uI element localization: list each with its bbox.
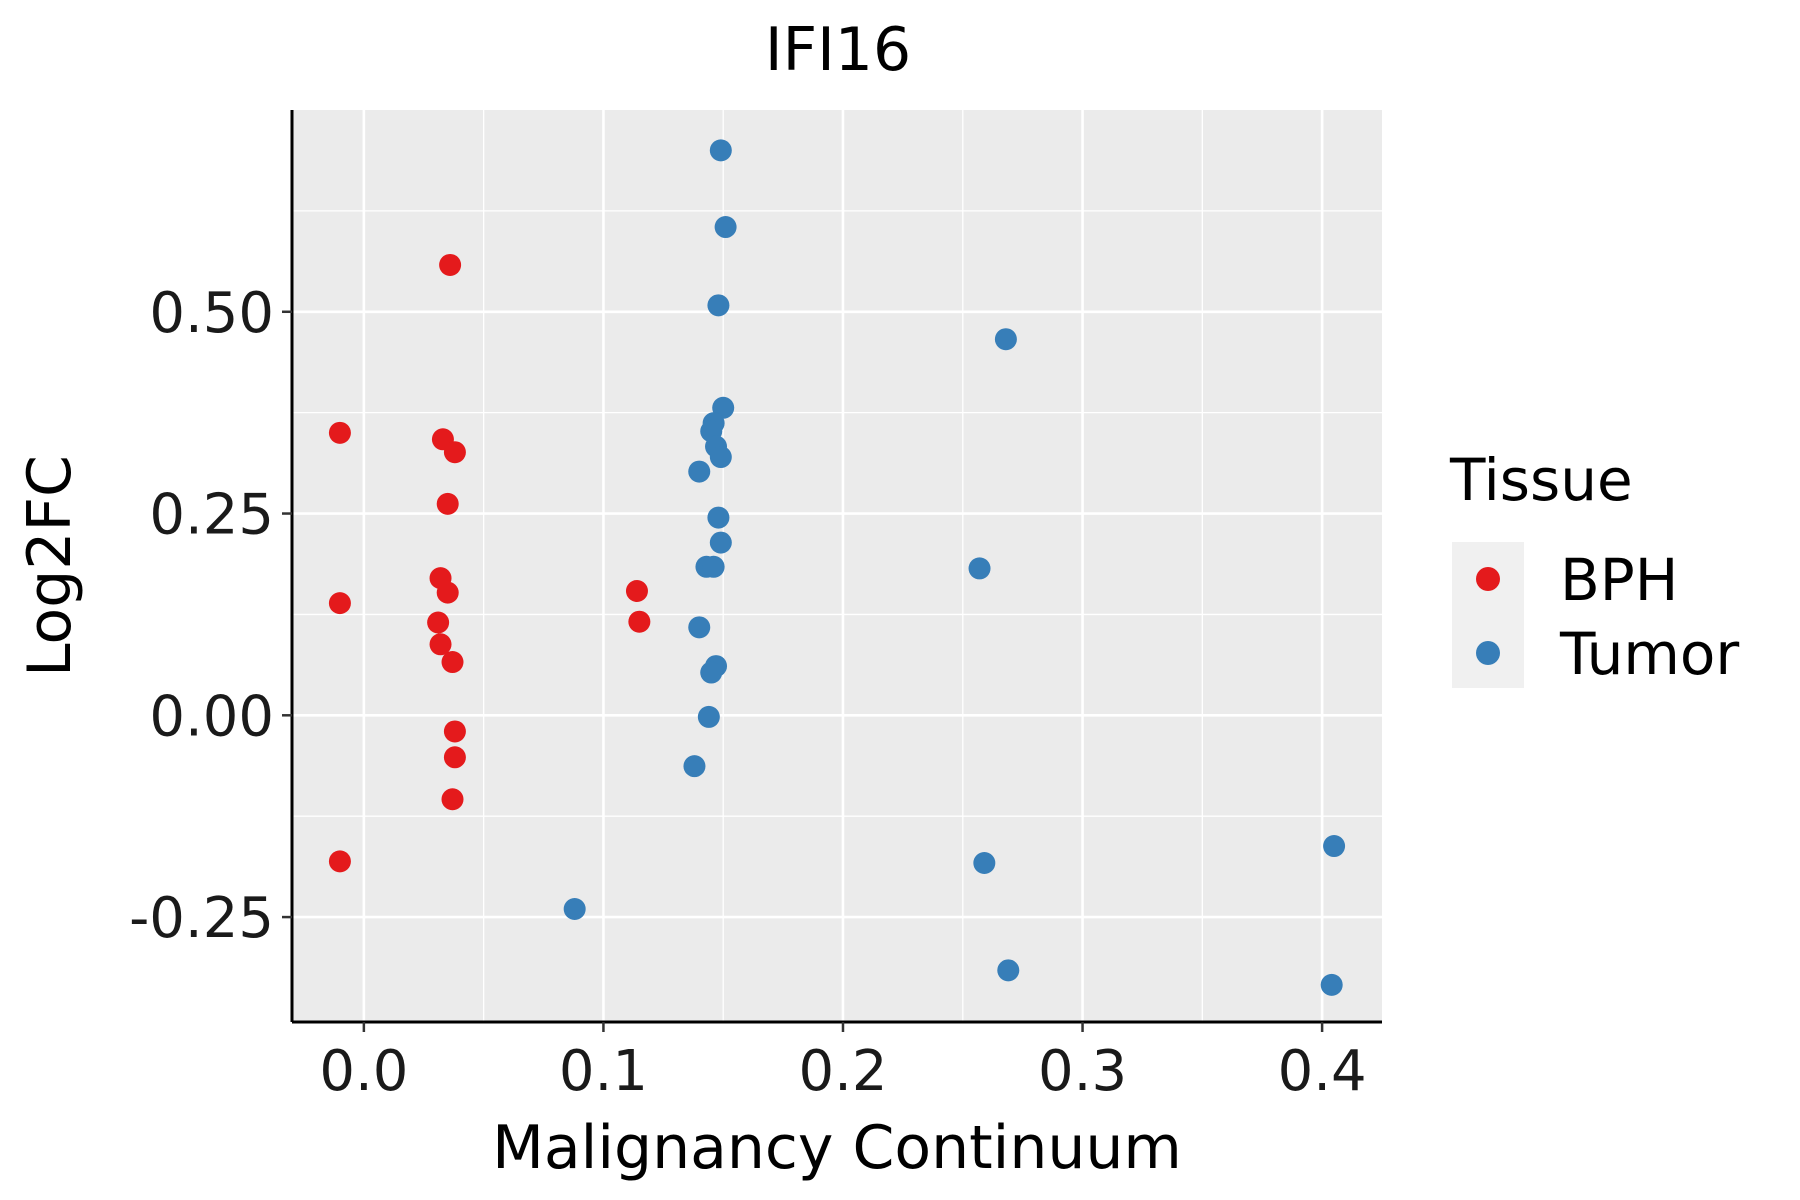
point-bph bbox=[429, 633, 452, 656]
legend-label-bph: BPH bbox=[1560, 546, 1678, 614]
point-tumor bbox=[707, 294, 730, 317]
point-tumor bbox=[683, 755, 706, 778]
point-bph bbox=[443, 441, 466, 464]
legend-label-tumor: Tumor bbox=[1559, 620, 1739, 688]
chart-title: IFI16 bbox=[765, 15, 911, 85]
point-bph bbox=[436, 492, 459, 515]
point-bph bbox=[328, 592, 351, 615]
x-tick-label: 0.4 bbox=[1278, 1039, 1367, 1104]
point-bph bbox=[628, 610, 651, 633]
point-tumor bbox=[563, 898, 586, 921]
point-tumor bbox=[1320, 973, 1343, 996]
point-tumor bbox=[688, 460, 711, 483]
point-tumor bbox=[707, 506, 730, 529]
point-bph bbox=[439, 253, 462, 276]
point-tumor bbox=[994, 328, 1017, 351]
x-tick-label: 0.3 bbox=[1038, 1039, 1127, 1104]
plot-panel bbox=[292, 110, 1382, 1022]
point-tumor bbox=[688, 616, 711, 639]
y-tick-label: -0.25 bbox=[129, 886, 274, 951]
legend-key-background bbox=[1452, 542, 1524, 688]
y-tick-label: 0.25 bbox=[149, 483, 274, 548]
y-axis-ticks: -0.25 0.00 0.25 0.50 bbox=[129, 281, 292, 951]
point-tumor bbox=[714, 216, 737, 239]
point-bph bbox=[436, 581, 459, 604]
point-bph bbox=[443, 720, 466, 743]
point-tumor bbox=[709, 446, 732, 469]
point-tumor bbox=[997, 959, 1020, 982]
series-tumor bbox=[563, 139, 1346, 996]
point-tumor bbox=[697, 705, 720, 728]
x-tick-label: 0.0 bbox=[319, 1039, 408, 1104]
data-points bbox=[328, 139, 1346, 996]
x-axis-ticks: 0.0 0.1 0.2 0.3 0.4 bbox=[319, 1022, 1367, 1104]
x-tick-label: 0.2 bbox=[798, 1039, 887, 1104]
point-tumor bbox=[700, 661, 723, 684]
point-bph bbox=[441, 788, 464, 811]
point-tumor bbox=[968, 557, 991, 580]
point-tumor bbox=[709, 531, 732, 554]
point-bph bbox=[441, 651, 464, 674]
legend-key-tumor bbox=[1476, 641, 1500, 665]
y-tick-label: 0.50 bbox=[149, 281, 274, 346]
point-tumor bbox=[702, 555, 725, 578]
point-bph bbox=[443, 746, 466, 769]
x-axis-title: Malignancy Continuum bbox=[492, 1113, 1182, 1183]
point-bph bbox=[625, 580, 648, 603]
point-tumor bbox=[709, 139, 732, 162]
point-bph bbox=[328, 421, 351, 444]
legend-key-bph bbox=[1476, 567, 1500, 591]
point-bph bbox=[427, 611, 450, 634]
point-tumor bbox=[1323, 835, 1346, 858]
x-tick-label: 0.1 bbox=[559, 1039, 648, 1104]
legend-title: Tissue bbox=[1449, 446, 1633, 514]
major-gridlines bbox=[292, 110, 1382, 1022]
point-tumor bbox=[973, 852, 996, 875]
series-bph bbox=[328, 253, 651, 873]
y-axis-title: Log2FC bbox=[15, 455, 85, 677]
point-bph bbox=[328, 850, 351, 873]
y-tick-label: 0.00 bbox=[149, 684, 274, 749]
minor-gridlines bbox=[292, 110, 1382, 1022]
